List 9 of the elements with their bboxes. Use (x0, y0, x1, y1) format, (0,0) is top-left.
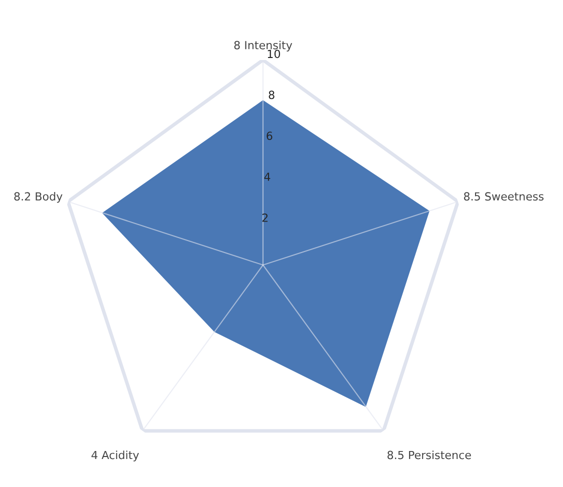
y-tick-label: 10 (268, 50, 280, 58)
spoke-label: 8.2 Body (14, 192, 62, 203)
y-tick-label: 6 (266, 132, 272, 140)
y-tick-label: 8 (268, 90, 274, 100)
spoke-label: 4 Acidity (92, 450, 139, 462)
spoke-label: 8.5 Persistence (388, 450, 471, 460)
spoke-label: 8 Intensity (234, 40, 292, 52)
y-tick-label: 4 (264, 172, 270, 181)
spoke-label: 8.5 Sweetness (464, 192, 544, 201)
